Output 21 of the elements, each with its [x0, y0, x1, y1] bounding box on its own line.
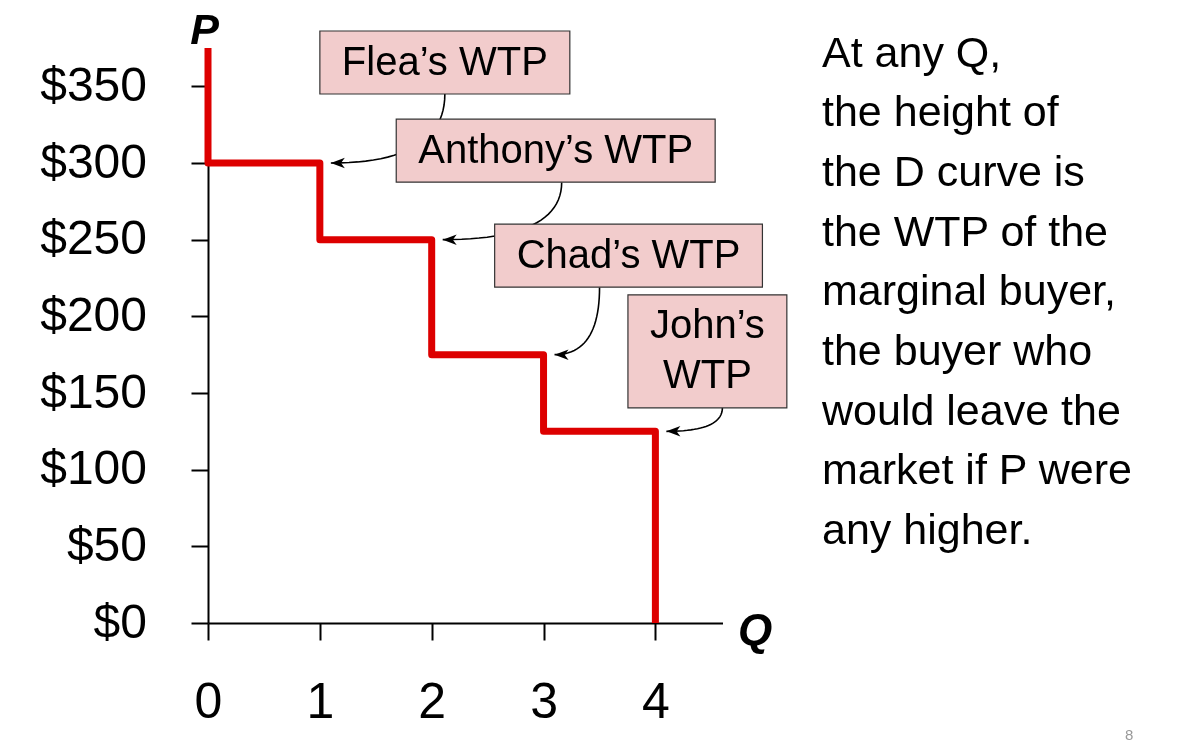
y-axis-title: P: [190, 4, 220, 53]
y-tick-label: $100: [40, 441, 147, 495]
y-tick-label: $50: [66, 517, 147, 571]
y-tick-label: $150: [40, 364, 147, 418]
text: 8: [1125, 726, 1134, 743]
annotation: Anthony’s WTP: [418, 126, 694, 171]
y-tick-label: $300: [40, 134, 147, 188]
x-tick-label: 0: [194, 672, 223, 729]
y-tick-label: $200: [40, 287, 147, 341]
y-tick-label: $0: [93, 594, 147, 648]
x-tick-label: 1: [306, 672, 335, 729]
x-tick-label: 3: [530, 672, 558, 729]
x-tick-label: 4: [641, 672, 670, 729]
annotation: Chad’s WTP: [516, 231, 741, 276]
y-tick-label: $250: [40, 211, 147, 265]
x-axis-title: Q: [737, 604, 773, 654]
annotation: Flea’s WTP: [341, 38, 548, 83]
annotation: John’s WTP: [649, 302, 765, 397]
x-tick-label: 2: [418, 672, 447, 729]
text: At any Q, the height of the D curve is the WTP of the marginal buyer, the buyer who would leave the market if P were any higher.: [822, 27, 1132, 554]
y-tick-label: $350: [40, 57, 147, 111]
